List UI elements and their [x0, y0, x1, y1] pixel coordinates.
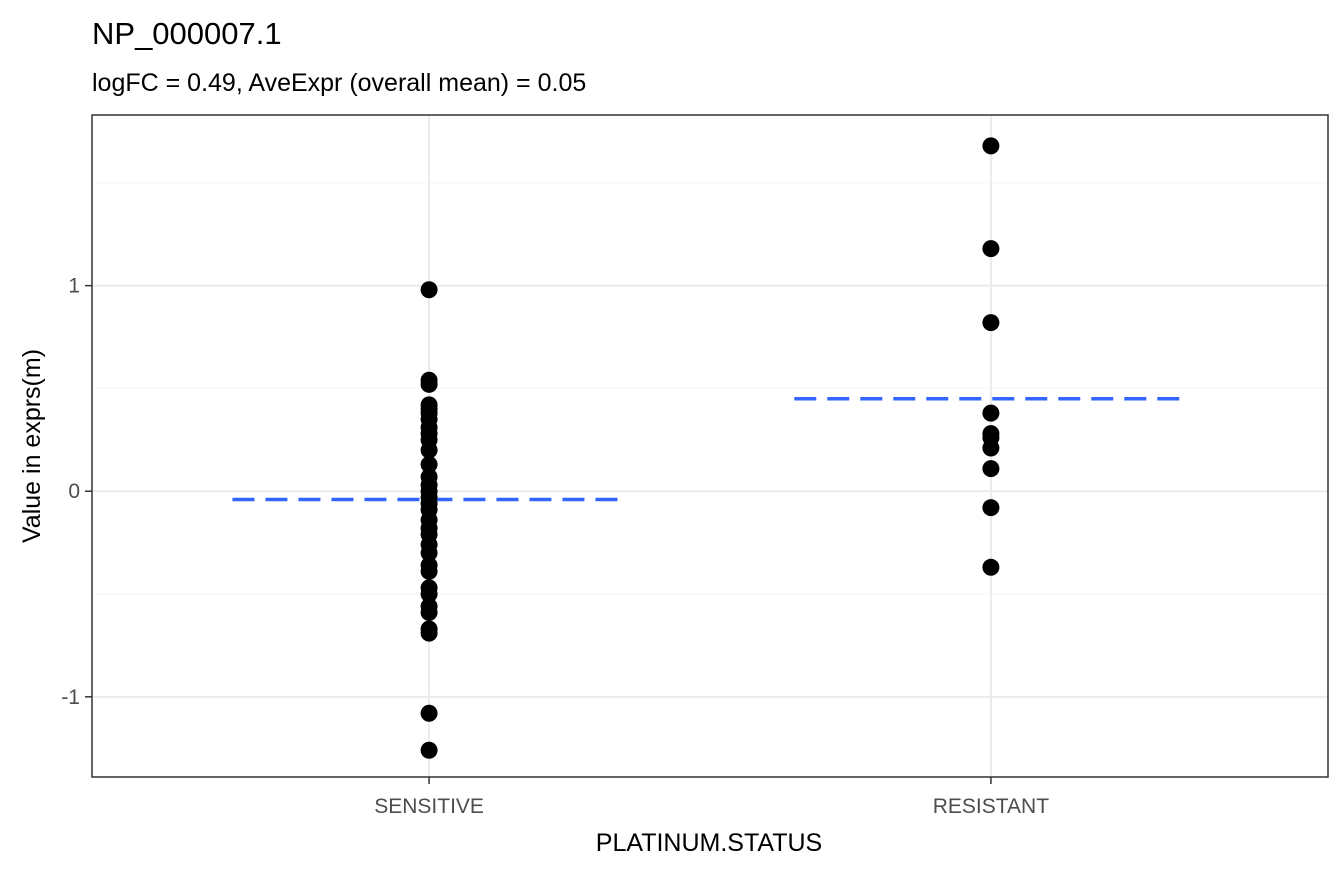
y-tick-label: -1 — [61, 686, 80, 709]
data-point — [420, 456, 438, 474]
y-tick-label: 1 — [68, 275, 80, 298]
data-point — [982, 558, 1000, 576]
data-point — [982, 404, 1000, 422]
data-point — [982, 460, 1000, 478]
data-point — [420, 585, 438, 603]
data-point — [982, 314, 1000, 332]
data-point — [982, 137, 1000, 155]
x-tick-label: RESISTANT — [933, 795, 1049, 818]
data-point — [982, 499, 1000, 517]
data-point — [982, 240, 1000, 258]
data-point — [420, 441, 438, 459]
x-tick-label: SENSITIVE — [374, 795, 484, 818]
data-point — [420, 624, 438, 642]
data-point — [420, 704, 438, 722]
x-axis-title: PLATINUM.STATUS — [596, 829, 822, 857]
data-point — [420, 375, 438, 393]
chart-title: NP_000007.1 — [92, 16, 282, 51]
data-point — [420, 281, 438, 299]
chart-subtitle: logFC = 0.49, AveExpr (overall mean) = 0… — [92, 69, 586, 97]
data-point — [420, 544, 438, 562]
data-point — [420, 604, 438, 622]
y-axis-title: Value in exprs(m) — [18, 349, 46, 543]
y-tick-label: 0 — [68, 480, 80, 503]
panel-border — [91, 114, 1329, 778]
data-point — [982, 439, 1000, 457]
plot-panel — [91, 114, 1329, 778]
data-point — [420, 741, 438, 759]
data-point — [420, 562, 438, 580]
